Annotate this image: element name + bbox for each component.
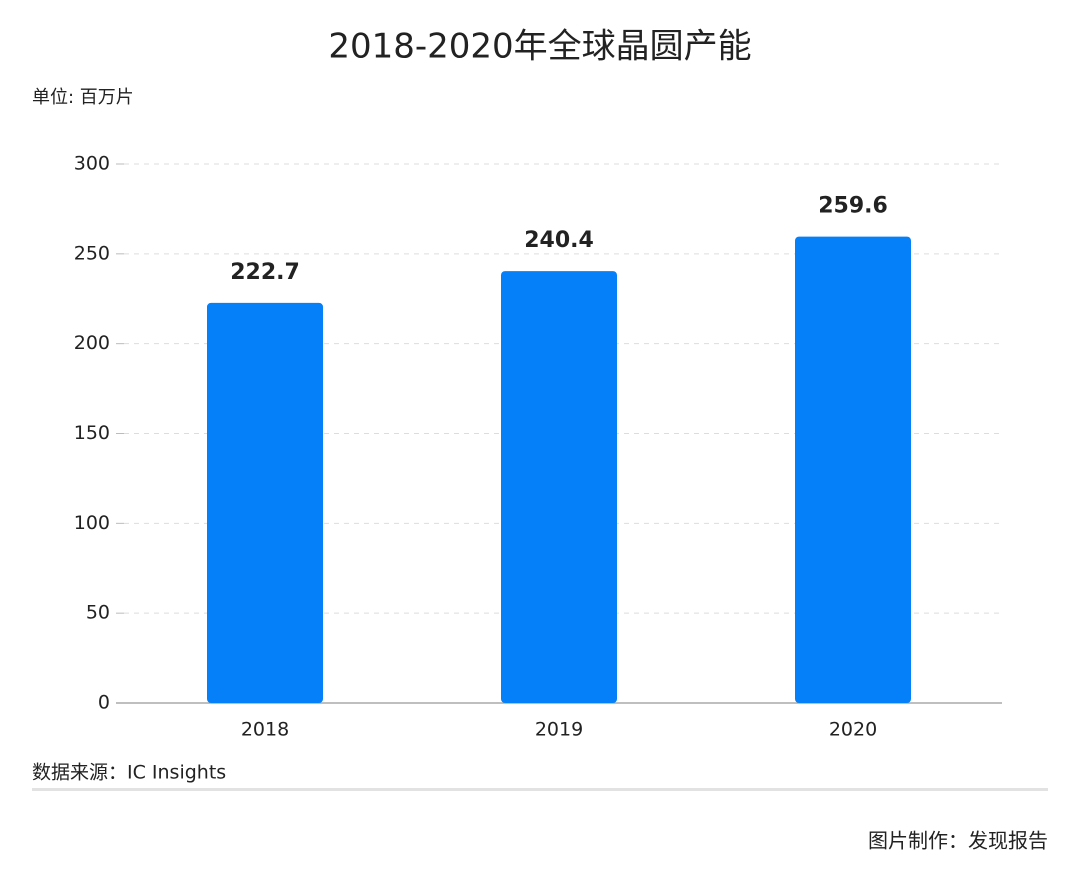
x-tick-label: 2019	[535, 719, 583, 741]
y-tick-label: 300	[74, 153, 110, 175]
y-tick-label: 200	[74, 332, 110, 354]
credit-note: 图片制作：发现报告	[868, 829, 1048, 853]
unit-label: 单位: 百万片	[32, 87, 134, 108]
value-label: 259.6	[818, 194, 888, 219]
value-label: 222.7	[230, 260, 300, 285]
y-tick-label: 0	[98, 692, 110, 714]
x-tick-label: 2018	[241, 719, 289, 741]
y-tick-label: 250	[74, 242, 110, 264]
x-tick-label: 2020	[829, 719, 877, 741]
value-label: 240.4	[524, 228, 594, 253]
y-tick-label: 150	[74, 422, 110, 444]
divider	[32, 788, 1048, 791]
bar	[795, 236, 911, 703]
y-tick-label: 100	[74, 512, 110, 534]
source-note: 数据来源：IC Insights	[32, 762, 226, 784]
y-tick-label: 50	[86, 602, 110, 624]
bar	[207, 302, 323, 703]
chart-title: 2018-2020年全球晶圆产能	[328, 27, 751, 67]
bar	[501, 271, 617, 703]
